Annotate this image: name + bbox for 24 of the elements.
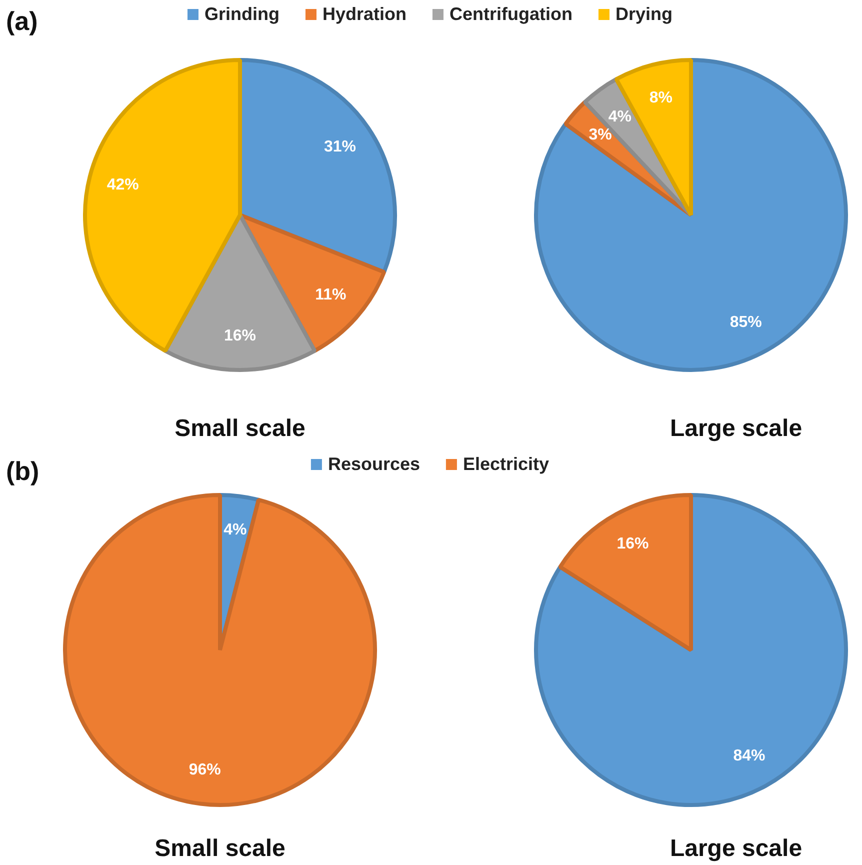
legend-label: Resources [328,454,420,475]
legend-label: Electricity [463,454,550,475]
legend-label: Drying [616,4,673,25]
text: Large scale [670,835,802,863]
data-label: 4% [224,521,247,538]
text: (b) [6,456,40,487]
data-label: 4% [608,108,632,126]
legend-label: Grinding [204,4,280,25]
legend-label: Centrifugation [450,4,572,25]
legend-label: Hydration [322,4,406,25]
data-label: 11% [315,286,346,304]
data-label: 42% [106,176,139,194]
text: Large scale [670,415,802,443]
data-label: 16% [616,535,649,552]
data-label: 85% [730,314,762,332]
text: Small scale [154,835,286,863]
text: Small scale [174,415,306,443]
data-label: 31% [324,138,356,156]
data-label: 96% [188,761,221,778]
text: (a) [6,6,38,37]
data-label: 3% [588,126,612,144]
data-label: 84% [733,747,766,764]
data-label: 16% [224,327,256,344]
data-label: 8% [649,89,672,106]
